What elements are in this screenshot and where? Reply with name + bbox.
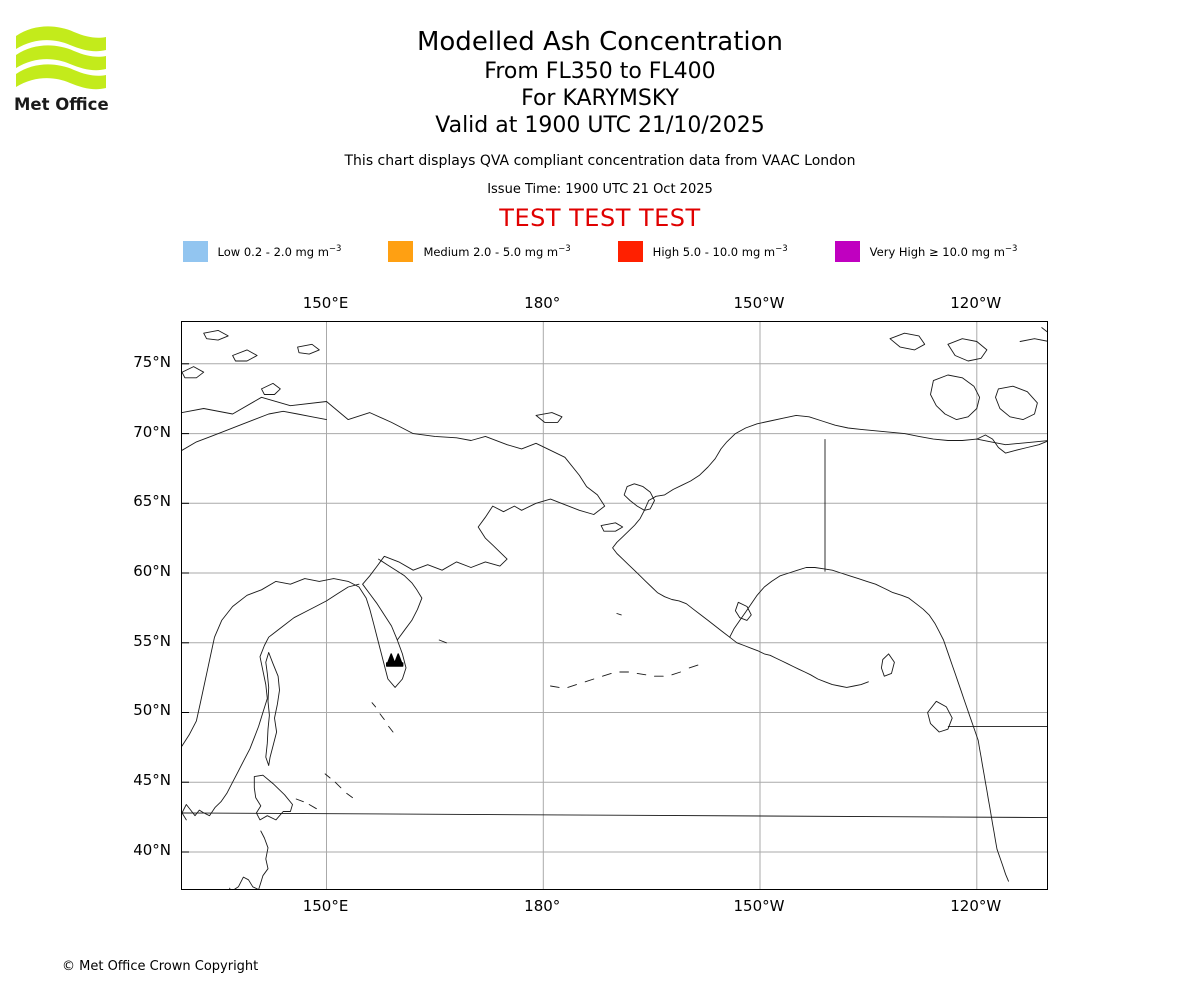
legend-swatch-very-high bbox=[835, 241, 860, 262]
legend-exponent-very-high: −3 bbox=[1005, 244, 1018, 254]
page-title: Modelled Ash Concentration bbox=[0, 26, 1200, 58]
map-canvas bbox=[182, 322, 1048, 890]
chart-header: Modelled Ash Concentration From FL350 to… bbox=[0, 26, 1200, 233]
legend-swatch-medium bbox=[388, 241, 413, 262]
test-banner: TEST TEST TEST bbox=[0, 203, 1200, 233]
concentration-legend: Low 0.2 - 2.0 mg m−3 Medium 2.0 - 5.0 mg… bbox=[0, 241, 1200, 262]
copyright-notice: © Met Office Crown Copyright bbox=[62, 959, 258, 974]
lon-tick-top-3: 120°W bbox=[916, 294, 1036, 312]
legend-label-very-high: Very High ≥ 10.0 mg m−3 bbox=[870, 244, 1018, 259]
lat-tick-2: 65°N bbox=[101, 492, 171, 510]
legend-label-medium: Medium 2.0 - 5.0 mg m−3 bbox=[423, 244, 570, 259]
lon-tick-bottom-2: 150°W bbox=[699, 897, 819, 915]
lat-tick-6: 45°N bbox=[101, 771, 171, 789]
lat-tick-4: 55°N bbox=[101, 632, 171, 650]
legend-item-high: High 5.0 - 10.0 mg m−3 bbox=[618, 241, 788, 262]
legend-item-medium: Medium 2.0 - 5.0 mg m−3 bbox=[388, 241, 570, 262]
lat-tick-5: 50°N bbox=[101, 701, 171, 719]
legend-exponent-high: −3 bbox=[775, 244, 788, 254]
ash-concentration-map: 150°E180°150°W120°W 150°E180°150°W120°W … bbox=[181, 321, 1048, 890]
legend-exponent-medium: −3 bbox=[558, 244, 571, 254]
flight-level-line: From FL350 to FL400 bbox=[0, 58, 1200, 85]
legend-swatch-low bbox=[183, 241, 208, 262]
legend-item-very-high: Very High ≥ 10.0 mg m−3 bbox=[835, 241, 1018, 262]
lat-tick-0: 75°N bbox=[101, 353, 171, 371]
lon-tick-bottom-1: 180° bbox=[482, 897, 602, 915]
map-frame bbox=[181, 321, 1048, 890]
legend-swatch-high bbox=[618, 241, 643, 262]
legend-label-low: Low 0.2 - 2.0 mg m−3 bbox=[218, 244, 342, 259]
qva-note: This chart displays QVA compliant concen… bbox=[0, 150, 1200, 172]
graticule-gridlines bbox=[182, 322, 1048, 890]
lon-tick-bottom-0: 150°E bbox=[266, 897, 386, 915]
legend-exponent-low: −3 bbox=[329, 244, 342, 254]
volcano-marker-karymsky bbox=[387, 654, 403, 666]
lon-tick-top-1: 180° bbox=[482, 294, 602, 312]
lat-tick-1: 70°N bbox=[101, 423, 171, 441]
lat-tick-7: 40°N bbox=[101, 841, 171, 859]
legend-item-low: Low 0.2 - 2.0 mg m−3 bbox=[183, 241, 342, 262]
volcano-markers bbox=[387, 654, 403, 666]
political-borders bbox=[825, 439, 1048, 726]
issue-time: Issue Time: 1900 UTC 21 Oct 2025 bbox=[0, 180, 1200, 200]
lat-tick-3: 60°N bbox=[101, 562, 171, 580]
lon-tick-top-0: 150°E bbox=[266, 294, 386, 312]
volcano-line: For KARYMSKY bbox=[0, 85, 1200, 112]
lon-tick-top-2: 150°W bbox=[699, 294, 819, 312]
coastlines bbox=[182, 328, 1048, 890]
lon-tick-bottom-3: 120°W bbox=[916, 897, 1036, 915]
legend-label-high: High 5.0 - 10.0 mg m−3 bbox=[653, 244, 788, 259]
valid-time-line: Valid at 1900 UTC 21/10/2025 bbox=[0, 112, 1200, 139]
